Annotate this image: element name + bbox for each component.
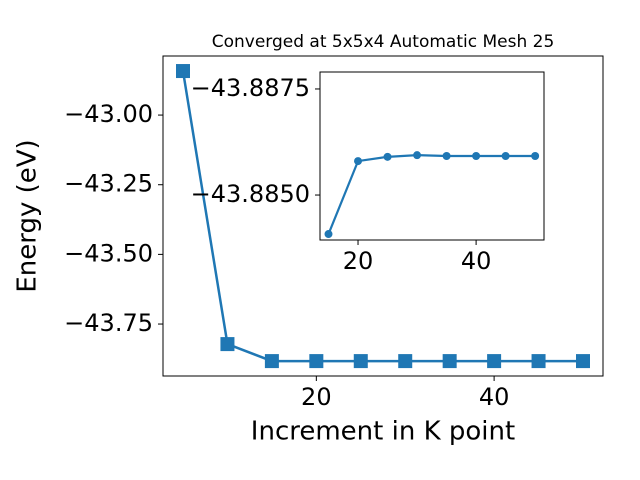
y-tick-label: −43.8850 (191, 180, 310, 208)
marker (576, 354, 590, 369)
marker (324, 230, 333, 239)
x-tick-label: 40 (479, 383, 510, 411)
axes-frame (162, 55, 604, 377)
y-tick-label: −43.00 (64, 100, 153, 128)
marker (220, 337, 235, 352)
marker (531, 354, 546, 369)
marker (472, 152, 481, 160)
x-tick-label: 20 (343, 247, 374, 275)
axes-frame (319, 71, 545, 241)
marker (309, 354, 324, 369)
marker (442, 354, 457, 369)
marker (531, 152, 540, 160)
marker (353, 354, 368, 369)
marker (354, 157, 363, 166)
y-tick-label: −43.25 (64, 170, 153, 198)
marker (398, 354, 413, 369)
y-tick-label: −43.8875 (191, 74, 310, 102)
marker (176, 64, 190, 79)
x-tick-label: 40 (461, 247, 492, 275)
marker (442, 152, 451, 160)
y-axis-label: Energy (eV) (13, 139, 43, 292)
marker (413, 151, 422, 160)
marker (383, 152, 392, 161)
marker (487, 354, 502, 369)
y-tick-label: −43.75 (64, 309, 153, 337)
marker (501, 152, 510, 160)
y-tick-label: −43.50 (64, 239, 153, 267)
x-axis-label: Increment in K point (251, 417, 515, 447)
x-tick-label: 20 (301, 383, 332, 411)
data-line (327, 154, 536, 235)
chart-title: Converged at 5x5x4 Automatic Mesh 25 (212, 32, 555, 52)
marker (264, 354, 279, 369)
data-line (181, 70, 583, 363)
